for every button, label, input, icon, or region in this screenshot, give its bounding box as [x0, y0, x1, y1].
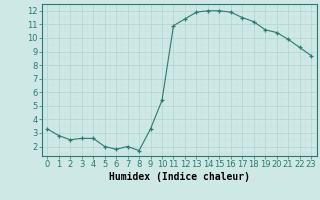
X-axis label: Humidex (Indice chaleur): Humidex (Indice chaleur)	[109, 172, 250, 182]
